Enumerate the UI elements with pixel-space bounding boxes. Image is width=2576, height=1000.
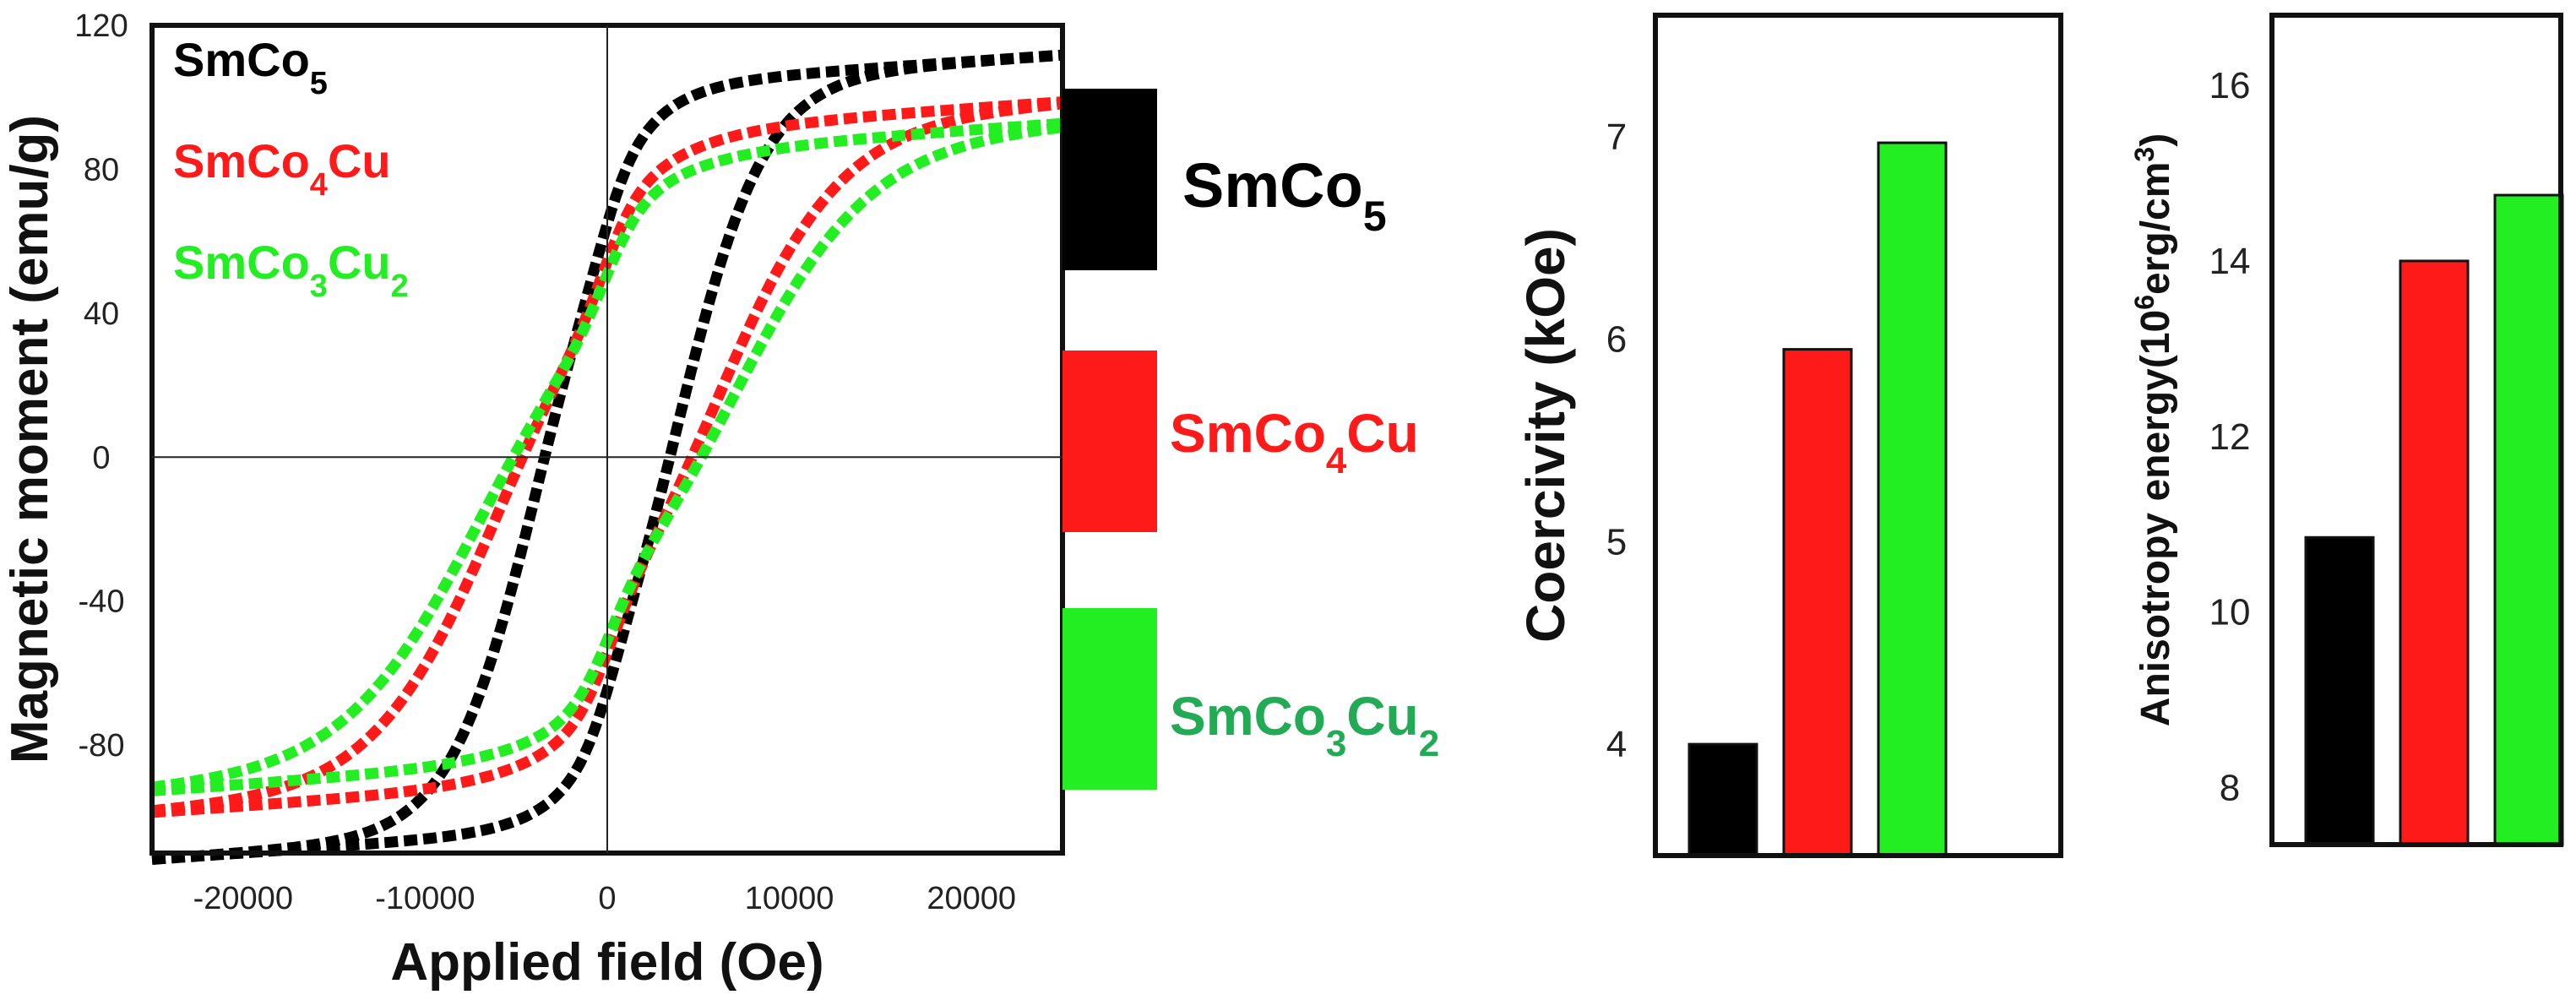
y-tick-label: 80 (84, 152, 119, 188)
aniso-y-tick-label: 14 (2209, 241, 2251, 282)
aniso-y-tick-label: 8 (2220, 767, 2240, 808)
anisotropy-y-axis-label: Anisotropy energy(106erg/cm3) (2129, 133, 2178, 726)
side-legend-swatch-SmCo4Cu (1062, 351, 1157, 532)
x-tick-label: 0 (598, 881, 616, 916)
anisotropy-ylabel-sup2: 3 (2129, 147, 2160, 162)
y-tick-label: 40 (84, 296, 119, 332)
hysteresis-legend-SmCo4Cu: SmCo4Cu (173, 134, 391, 203)
side-legend-swatch-SmCo3Cu2 (1062, 608, 1157, 790)
hysteresis-branch-down (151, 49, 1063, 865)
coercivity-plot-frame (1653, 13, 2063, 858)
anisotropy-chart: 8 10 12 14 16 Anisotropy energy(106erg/cm3) (2129, 13, 2564, 847)
anisotropy-bars (2304, 193, 2564, 846)
coercivity-ticks: 4 5 6 7 (1606, 117, 1627, 765)
hysteresis-ticks: -20000 -10000 0 10000 20000 -80 -40 0 40 80 120 (74, 8, 1062, 916)
aniso-bar-SmCo3Cu2 (2493, 193, 2564, 846)
aniso-bar-SmCo4Cu (2399, 259, 2470, 846)
x-tick-label: 10000 (745, 881, 834, 916)
coer-y-tick-label: 6 (1606, 319, 1627, 361)
hysteresis-y-axis-label: Magnetic moment (emu/g) (1, 115, 59, 764)
side-legend: SmCo5 SmCo4Cu SmCo3Cu2 (1062, 89, 1439, 790)
side-legend-swatch-SmCo5 (1062, 89, 1157, 270)
coercivity-y-axis-label: Coercivity (kOe) (1515, 228, 1576, 643)
anisotropy-ylabel-sup1: 6 (2129, 295, 2160, 310)
aniso-y-tick-label: 12 (2209, 416, 2251, 458)
x-tick-label: -10000 (375, 881, 475, 916)
coercivity-bars (1687, 141, 1948, 857)
coercivity-chart: 4 5 6 7 Coercivity (kOe) (1515, 13, 2063, 858)
x-tick-label: 20000 (927, 881, 1016, 916)
aniso-y-tick-label: 16 (2209, 65, 2251, 106)
hysteresis-branch-up (151, 98, 1063, 818)
anisotropy-ylabel-mid: erg/cm (2133, 162, 2178, 295)
y-tick-label: -80 (79, 728, 125, 764)
side-legend-label-SmCo5: SmCo5 (1182, 150, 1387, 240)
coer-bar-SmCo3Cu2 (1877, 141, 1948, 857)
side-legend-label-SmCo4Cu: SmCo4Cu (1170, 403, 1419, 481)
x-tick-label: -20000 (193, 881, 293, 916)
hysteresis-chart: -20000 -10000 0 10000 20000 -80 -40 0 40 80 120 Ap… (1, 8, 1065, 992)
aniso-y-tick-label: 10 (2209, 592, 2251, 633)
anisotropy-plot-frame (2269, 13, 2563, 847)
side-legend-label-SmCo3Cu2: SmCo3Cu2 (1170, 686, 1439, 764)
hysteresis-x-axis-label: Applied field (Oe) (390, 933, 823, 992)
coer-y-tick-label: 4 (1606, 724, 1627, 765)
coer-bar-SmCo5 (1687, 742, 1758, 857)
coer-bar-SmCo4Cu (1782, 348, 1853, 857)
anisotropy-ylabel-base: Anisotropy energy(10 (2133, 310, 2178, 726)
hysteresis-legend: SmCo5 SmCo4Cu SmCo3Cu2 (173, 33, 409, 304)
aniso-bar-SmCo5 (2304, 535, 2375, 846)
coer-y-tick-label: 7 (1606, 117, 1627, 158)
anisotropy-ylabel-tail: ) (2133, 133, 2178, 147)
y-tick-label: -40 (79, 584, 125, 620)
y-tick-label: 120 (74, 8, 128, 44)
y-tick-label: 0 (92, 440, 110, 476)
anisotropy-ticks: 8 10 12 14 16 (2209, 65, 2251, 808)
coer-y-tick-label: 5 (1606, 521, 1627, 562)
hysteresis-legend-SmCo3Cu2: SmCo3Cu2 (173, 236, 409, 304)
hysteresis-legend-SmCo5: SmCo5 (173, 33, 328, 101)
